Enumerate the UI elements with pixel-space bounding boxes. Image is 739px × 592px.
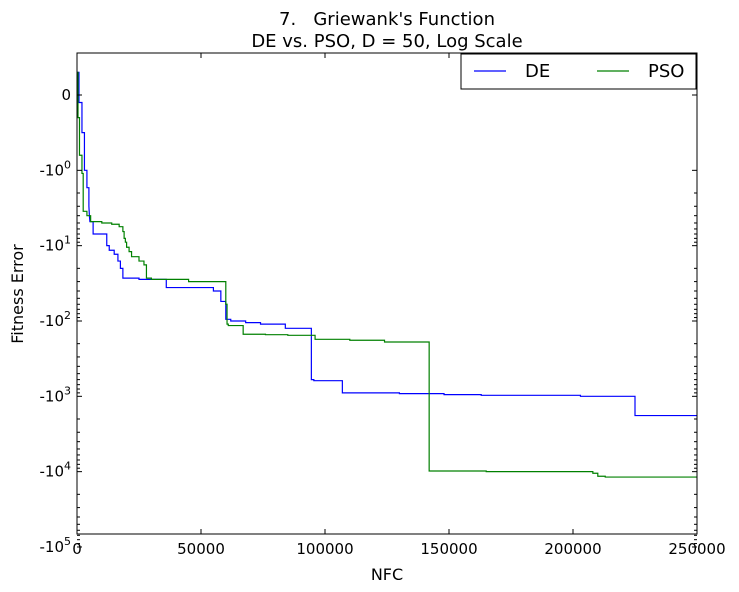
y-axis-label: Fitness Error: [8, 244, 27, 344]
series-line-de: [77, 71, 697, 417]
plot-frame: [76, 52, 698, 535]
y-tick-label: -104: [40, 460, 72, 481]
y-tick-label: -102: [40, 309, 72, 330]
x-tick-label: 0: [72, 540, 82, 558]
chart-title-line1: 7. Griewank's Function: [279, 9, 495, 30]
legend: DE PSO: [460, 53, 697, 90]
y-tick-label: -103: [40, 384, 72, 405]
y-tick-label: -101: [40, 234, 72, 255]
x-tick-label: 200000: [544, 540, 601, 558]
x-tick-label: 150000: [420, 540, 477, 558]
y-tick-label: -105: [40, 535, 72, 556]
legend-label-pso: PSO: [648, 61, 684, 82]
chart-title-line2: DE vs. PSO, D = 50, Log Scale: [251, 31, 522, 52]
y-tick-label: 0: [61, 86, 71, 104]
y-tick-label: -100: [40, 158, 72, 179]
x-tick-label: 250000: [668, 540, 725, 558]
x-axis-label: NFC: [371, 565, 403, 584]
x-tick-label: 50000: [177, 540, 225, 558]
series-line-pso: [77, 71, 697, 478]
legend-label-de: DE: [525, 61, 550, 82]
x-tick-label: 100000: [296, 540, 353, 558]
